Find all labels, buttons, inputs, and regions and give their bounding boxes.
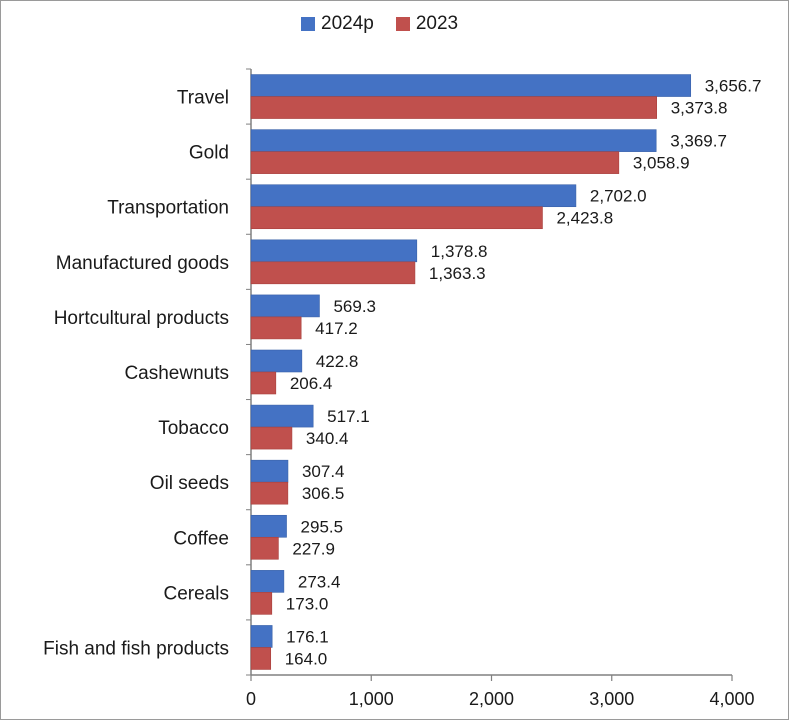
category-label: Coffee bbox=[173, 528, 229, 549]
bar-2023 bbox=[250, 536, 279, 560]
bar-2023 bbox=[250, 481, 289, 505]
bar-2023 bbox=[250, 426, 293, 450]
legend-item-2023: 2023 bbox=[395, 13, 459, 35]
legend-swatch-2024p bbox=[301, 17, 315, 31]
legend-label-2023: 2023 bbox=[415, 13, 459, 34]
bar-2024p bbox=[250, 459, 289, 483]
data-label-2023: 340.4 bbox=[306, 429, 349, 448]
bar-2024p bbox=[250, 294, 320, 318]
legend-item-2024p: 2024p bbox=[301, 13, 374, 35]
data-label-2024p: 1,378.8 bbox=[431, 242, 488, 261]
data-label-2024p: 295.5 bbox=[301, 517, 344, 536]
category-label: Cashewnuts bbox=[124, 363, 229, 384]
category-label: Cereals bbox=[164, 583, 229, 604]
bar-2024p bbox=[250, 129, 657, 152]
category-label: Fish and fish products bbox=[43, 638, 229, 659]
data-label-2023: 1,363.3 bbox=[429, 264, 486, 283]
x-tick-label: 2,000 bbox=[469, 689, 514, 709]
category-label: Transportation bbox=[107, 198, 229, 219]
bar-2024p bbox=[250, 514, 287, 538]
bar-2023 bbox=[250, 151, 620, 174]
data-label-2023: 3,058.9 bbox=[633, 154, 690, 173]
data-label-2023: 2,423.8 bbox=[556, 209, 613, 228]
bar-2023 bbox=[250, 261, 416, 285]
legend-label-2024p: 2024p bbox=[321, 13, 374, 34]
bar-2024p bbox=[250, 349, 303, 373]
category-label: Manufactured goods bbox=[56, 253, 229, 274]
x-tick-label: 1,000 bbox=[349, 689, 394, 709]
category-label: Tobacco bbox=[158, 418, 229, 439]
bar-2023 bbox=[250, 96, 657, 119]
category-label: Oil seeds bbox=[150, 473, 229, 494]
data-label-2023: 227.9 bbox=[292, 539, 335, 558]
bar-2024p bbox=[250, 625, 273, 648]
legend: 2024p 2023 bbox=[301, 13, 458, 35]
x-tick-label: 0 bbox=[246, 689, 256, 709]
bar-2024p bbox=[250, 404, 314, 428]
data-label-2024p: 307.4 bbox=[302, 462, 345, 481]
x-tick-label: 4,000 bbox=[709, 689, 754, 709]
x-tick-label: 3,000 bbox=[589, 689, 634, 709]
data-label-2024p: 176.1 bbox=[286, 627, 329, 646]
bar-2023 bbox=[250, 592, 273, 615]
bar-2023 bbox=[250, 647, 272, 670]
data-label-2023: 417.2 bbox=[315, 319, 358, 338]
category-label: Travel bbox=[177, 88, 229, 109]
data-label-2024p: 517.1 bbox=[327, 407, 370, 426]
bar-2024p bbox=[250, 239, 418, 263]
data-label-2024p: 3,656.7 bbox=[705, 77, 762, 96]
category-label: Hortcultural products bbox=[54, 308, 229, 329]
legend-swatch-2023 bbox=[395, 17, 410, 31]
bar-2024p bbox=[250, 74, 692, 97]
data-label-2023: 206.4 bbox=[290, 374, 333, 393]
data-label-2024p: 3,369.7 bbox=[670, 132, 727, 151]
bar-2023 bbox=[250, 371, 277, 395]
bar-2023 bbox=[250, 316, 302, 340]
data-label-2024p: 2,702.0 bbox=[590, 187, 647, 206]
data-label-2024p: 273.4 bbox=[298, 572, 341, 591]
bar-2024p bbox=[250, 570, 285, 593]
data-label-2024p: 422.8 bbox=[316, 352, 359, 371]
data-label-2023: 173.0 bbox=[286, 594, 329, 613]
bar-2023 bbox=[250, 206, 543, 230]
data-label-2023: 306.5 bbox=[302, 484, 345, 503]
data-label-2023: 3,373.8 bbox=[671, 99, 728, 118]
data-label-2023: 164.0 bbox=[285, 649, 328, 668]
bar-2024p bbox=[250, 184, 577, 208]
data-label-2024p: 569.3 bbox=[333, 297, 376, 316]
category-label: Gold bbox=[189, 143, 229, 164]
